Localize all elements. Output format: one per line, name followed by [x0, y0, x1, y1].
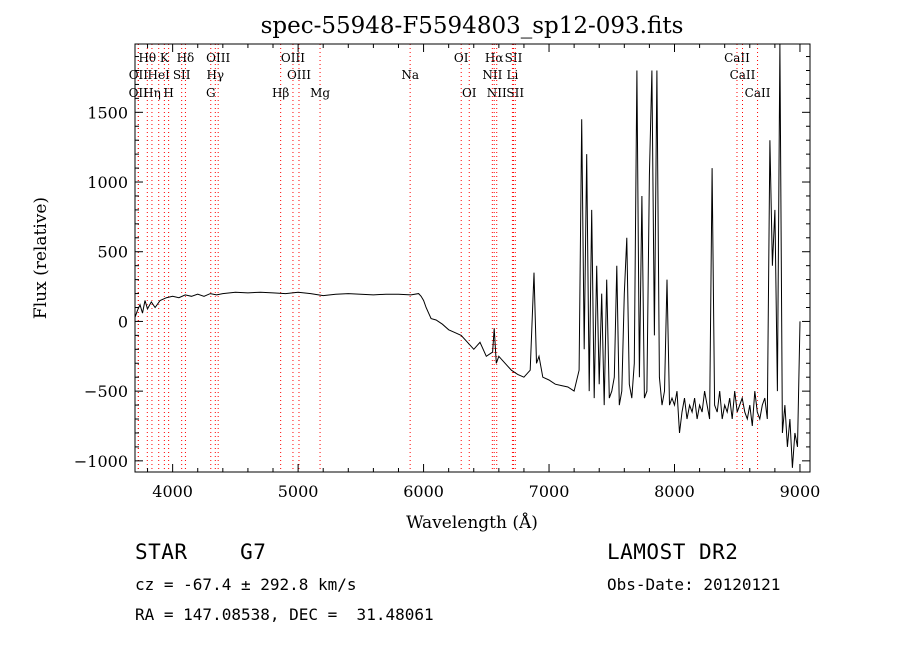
spectral-line-label: OIII [287, 68, 311, 82]
chart-title: spec-55948-F5594803_sp12-093.fits [261, 13, 684, 39]
x-tick-label: 9000 [780, 482, 821, 501]
spectral-line-label: Mg [310, 86, 330, 100]
spectral-line-label: OIII [281, 51, 305, 65]
spectral-line-label: NII [482, 68, 502, 82]
spectral-line-label: OIII [206, 51, 230, 65]
y-axis-label: Flux (relative) [31, 197, 51, 319]
spectral-line-label: Hγ [206, 68, 224, 82]
spectral-line-label: Na [401, 68, 419, 82]
x-tick-label: 4000 [152, 482, 193, 501]
redshift-cz-label: cz = -67.4 ± 292.8 km/s [135, 575, 357, 594]
spectral-line-label: HeI [148, 68, 171, 82]
ra-dec-label: RA = 147.08538, DEC = 31.48061 [135, 605, 434, 624]
spectral-line-label: OI [462, 86, 477, 100]
survey-label: LAMOST DR2 [607, 540, 739, 564]
spectral-line-label: OII [129, 86, 149, 100]
spectral-line-label: Li [506, 68, 518, 82]
spectrum-line [134, 43, 801, 468]
x-tick-label: 7000 [529, 482, 570, 501]
spectral-line-label: H [163, 86, 173, 100]
observation-date-label: Obs-Date: 20120121 [607, 575, 781, 594]
spectral-line-label: K [160, 51, 170, 65]
spectral-line-label: OI [454, 51, 469, 65]
spectral-line-label: Hδ [177, 51, 195, 65]
object-class-label: STAR G7 [135, 540, 267, 564]
spectrum-series [134, 43, 801, 468]
y-tick-label: −500 [84, 382, 128, 401]
spectral-line-label: Hβ [272, 86, 289, 100]
x-axis-label: Wavelength (Å) [406, 512, 538, 533]
y-tick-label: 0 [118, 312, 128, 331]
spectral-line-label: SII [506, 86, 524, 100]
spectral-line-label: NII [487, 86, 507, 100]
spectral-line-label: Hα [485, 51, 504, 65]
spectral-line-label: SII [173, 68, 191, 82]
spectral-line-label: CaII [730, 68, 756, 82]
spectral-line-label: Hθ [138, 51, 156, 65]
spectral-line-label: G [206, 86, 216, 100]
plot-frame [134, 43, 811, 473]
axes: 4000 5000 6000 7000 8000 9000 −1000 −500 0 500 100… [74, 44, 820, 501]
y-tick-label: −1000 [74, 452, 128, 471]
x-tick-label: 8000 [654, 482, 695, 501]
spectral-line-label: SII [505, 51, 523, 65]
spectral-line-label: CaII [745, 86, 771, 100]
x-tick-label: 5000 [278, 482, 319, 501]
spectral-line-label: CaII [724, 51, 750, 65]
spectral-line-label: OII [129, 68, 149, 82]
spectral-line-label: Hη [143, 86, 161, 100]
y-tick-label: 1500 [87, 103, 128, 122]
y-tick-label: 500 [97, 243, 128, 262]
x-tick-label: 6000 [403, 482, 444, 501]
y-tick-label: 1000 [87, 173, 128, 192]
